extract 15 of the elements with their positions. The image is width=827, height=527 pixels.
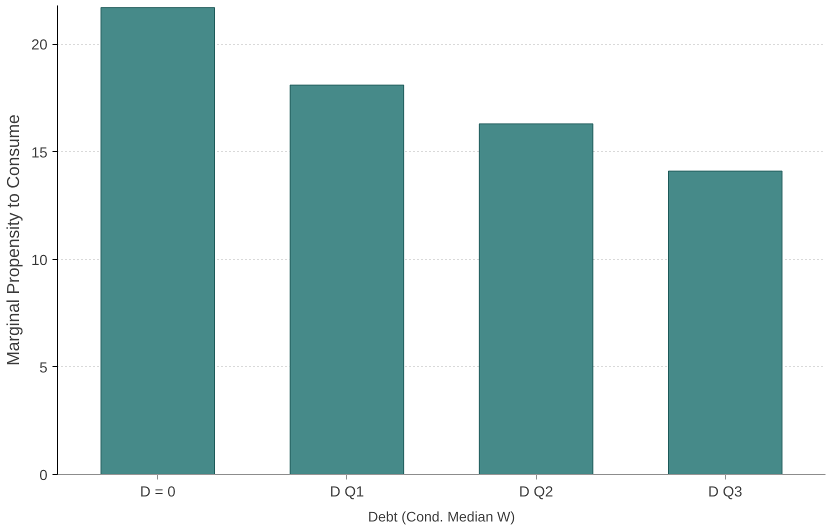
y-tick-label: 0 [39, 468, 48, 484]
y-tick-label: 20 [31, 38, 48, 54]
x-axis-title: Debt (Cond. Median W) [368, 508, 516, 524]
y-tick-label: 15 [31, 145, 48, 162]
bar [100, 7, 216, 474]
y-axis-title: Marginal Propensity to Consume [3, 114, 24, 366]
x-tick-label: D Q3 [708, 484, 742, 500]
bar [478, 123, 594, 474]
bar [668, 170, 782, 474]
x-tick-label: D Q1 [330, 484, 364, 500]
y-tick-label: 5 [39, 360, 48, 376]
x-tick-label: D = 0 [140, 484, 176, 500]
x-tick-label: D Q2 [518, 484, 554, 500]
bar [290, 84, 404, 474]
y-tick-label: 10 [31, 252, 48, 269]
